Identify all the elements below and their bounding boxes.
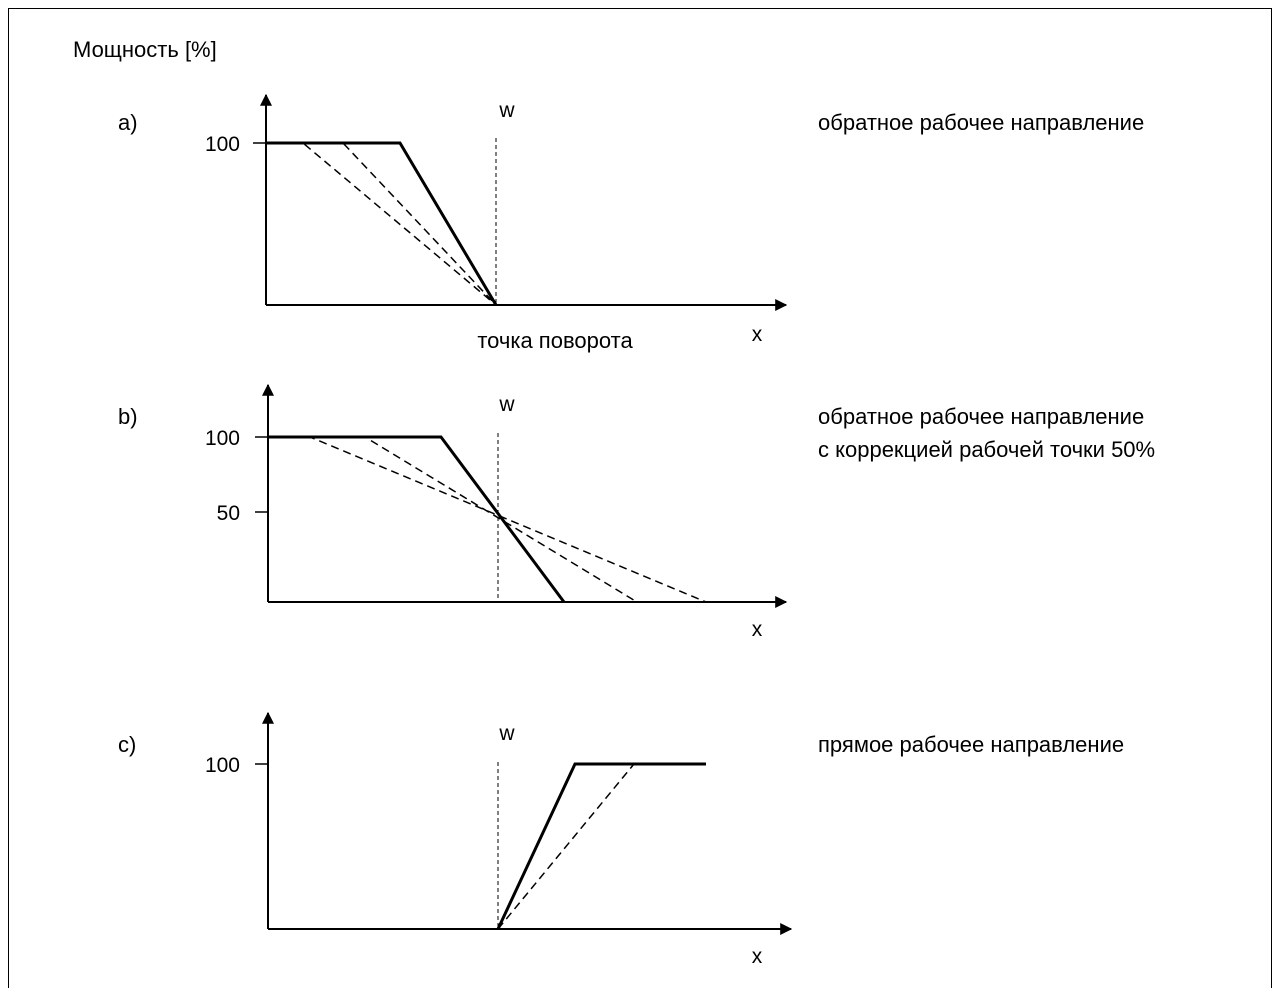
panel-a-setpoint-label: w	[498, 99, 515, 122]
panel-b-label: b)	[118, 404, 138, 429]
panel-b-tick-label-100: 100	[205, 427, 240, 450]
figure-frame	[8, 8, 1272, 988]
y-axis-title: Мощность [%]	[73, 37, 217, 62]
panel-c-tick-label-100: 100	[205, 754, 240, 777]
panel-c: c) прямое рабочее направление 100 w x	[118, 711, 1124, 968]
panel-b-x-axis-label: x	[752, 618, 763, 641]
panel-c-setpoint-label: w	[498, 722, 515, 745]
panel-b-description-line-2: с коррекцией рабочей точки 50%	[818, 437, 1155, 462]
panel-c-label: c)	[118, 732, 136, 757]
panel-a-description-line-1: обратное рабочее направление	[818, 110, 1144, 135]
panel-a-characteristic-solid	[266, 141, 498, 306]
panel-a-x-axis-label: x	[752, 323, 763, 346]
panel-a-tick-label-100: 100	[205, 133, 240, 156]
panel-b-tick-label-50: 50	[217, 502, 240, 525]
panel-a: a) обратное рабочее направление 100 w то…	[118, 93, 1144, 353]
panel-c-characteristic-dashed	[497, 763, 635, 930]
panel-a-label: a)	[118, 110, 138, 135]
panel-b-setpoint-label: w	[498, 393, 515, 416]
panel-b-characteristic-dashed-2	[268, 436, 707, 603]
panel-c-description-line-1: прямое рабочее направление	[818, 732, 1124, 757]
panel-b: b) обратное рабочее направление с коррек…	[118, 383, 1155, 641]
panel-a-pivot-label: точка поворота	[477, 328, 633, 353]
panel-b-characteristic-solid	[268, 435, 566, 603]
panel-c-characteristic-solid	[496, 762, 706, 930]
panel-a-characteristic-dashed-1	[266, 142, 497, 306]
panel-b-description-line-1: обратное рабочее направление	[818, 404, 1144, 429]
panel-b-characteristic-dashed-1	[268, 436, 638, 603]
panel-a-characteristic-dashed-2	[266, 142, 497, 306]
panel-c-x-axis-label: x	[752, 945, 763, 968]
